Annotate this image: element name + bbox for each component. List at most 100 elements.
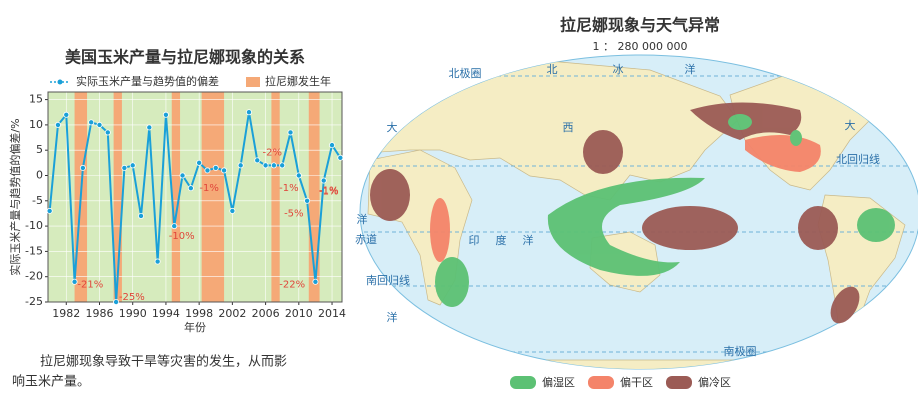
point: [237, 162, 244, 169]
map-label: 印: [469, 234, 480, 247]
map-legend-swatch: [666, 376, 692, 389]
x-tick-label: 1998: [185, 307, 213, 320]
map-label: 冰: [613, 63, 624, 76]
x-tick-label: 1982: [52, 307, 80, 320]
map-label: 洋: [685, 62, 696, 76]
point: [79, 164, 86, 171]
point: [320, 177, 327, 184]
point: [179, 172, 186, 179]
map-label: 北极圈: [449, 66, 482, 80]
point: [113, 298, 120, 305]
map-label: 南极圈: [724, 344, 757, 358]
map-label: 南回归线: [366, 273, 410, 287]
point: [337, 154, 344, 161]
point: [312, 278, 319, 285]
point: [121, 164, 128, 171]
y-tick-label: -10: [25, 219, 43, 232]
map-legend-label: 偏干区: [620, 375, 653, 389]
point: [187, 185, 194, 192]
point: [262, 162, 269, 169]
map-label: 大: [845, 118, 856, 132]
annotation: -25%: [119, 292, 145, 303]
regions: [370, 102, 895, 324]
annotation: -1%: [279, 183, 298, 194]
x-tick-label: 1994: [152, 307, 180, 320]
map-label: 度: [496, 233, 507, 247]
map-legend-label: 偏冷区: [698, 375, 731, 389]
x-tick-label: 1986: [85, 307, 113, 320]
x-tick-label: 2006: [252, 307, 280, 320]
legend-label: 拉尼娜发生年: [265, 74, 331, 88]
y-tick-label: -5: [32, 194, 43, 207]
map-label: 北回归线: [836, 152, 880, 166]
annotation: -5%: [284, 208, 303, 219]
map-label: 大: [387, 120, 398, 134]
point: [229, 207, 236, 214]
point: [212, 164, 219, 171]
annotation: -1%: [319, 187, 338, 198]
point: [46, 207, 53, 214]
map-scale: 1 ： 280 000 000: [593, 40, 688, 53]
la-nina-band: [308, 92, 320, 302]
point: [204, 167, 211, 174]
x-axis-label: 年份: [184, 320, 206, 334]
plot-frame: [47, 91, 343, 303]
map-title: 拉尼娜现象与天气异常: [560, 16, 720, 35]
x-tick-label: 2014: [318, 307, 346, 320]
point: [304, 197, 311, 204]
annotation: -1%: [199, 183, 218, 194]
y-tick-label: -15: [25, 244, 43, 257]
caption-line: 响玉米产量。: [12, 374, 90, 390]
point: [171, 223, 178, 230]
caption-line: 拉尼娜现象导致干旱等灾害的发生，从而影: [40, 354, 287, 370]
point: [221, 167, 228, 174]
chart-title: 美国玉米产量与拉尼娜现象的关系: [65, 48, 305, 67]
point: [196, 159, 203, 166]
y-tick-label: 15: [29, 93, 43, 106]
la-nina-band: [271, 92, 280, 302]
point: [154, 258, 161, 265]
map-label: 洋: [523, 233, 534, 247]
map-legend-label: 偏湿区: [542, 375, 575, 389]
point: [162, 111, 169, 118]
legend-label: 实际玉米产量与趋势值的偏差: [76, 74, 219, 88]
point: [129, 162, 136, 169]
point: [245, 109, 252, 116]
point: [295, 172, 302, 179]
map: [359, 54, 918, 370]
map-legend-swatch: [588, 376, 614, 389]
map-label: 赤道: [355, 232, 377, 246]
map-label: 洋: [387, 310, 398, 324]
annotation: -21%: [77, 279, 103, 290]
y-tick-label: 10: [29, 118, 43, 131]
la-nina-band: [201, 92, 225, 302]
annotation: -10%: [169, 231, 195, 242]
x-tick-label: 2002: [218, 307, 246, 320]
point: [63, 111, 70, 118]
y-tick-label: -20: [25, 270, 43, 283]
y-tick-label: 5: [36, 143, 43, 156]
point: [329, 142, 336, 149]
x-tick-label: 1990: [119, 307, 147, 320]
point: [279, 162, 286, 169]
y-axis-label: 实际玉米产量与趋势值的偏差/%: [8, 118, 22, 275]
point: [270, 162, 277, 169]
annotation: -2%: [262, 148, 281, 159]
la-nina-band: [171, 92, 181, 302]
point: [54, 121, 61, 128]
legend-swatch: [246, 77, 260, 87]
point: [254, 157, 261, 164]
map-label: 北: [547, 63, 558, 76]
map-legend-swatch: [510, 376, 536, 389]
point: [287, 129, 294, 136]
point: [138, 212, 145, 219]
la-nina-band: [113, 92, 122, 302]
map-label: 洋: [357, 212, 368, 226]
legend-dot: [57, 79, 63, 85]
plot-area: [48, 92, 342, 302]
point: [146, 124, 153, 131]
point: [71, 278, 78, 285]
annotation: -1%: [319, 186, 338, 197]
y-tick-label: -25: [25, 295, 43, 308]
